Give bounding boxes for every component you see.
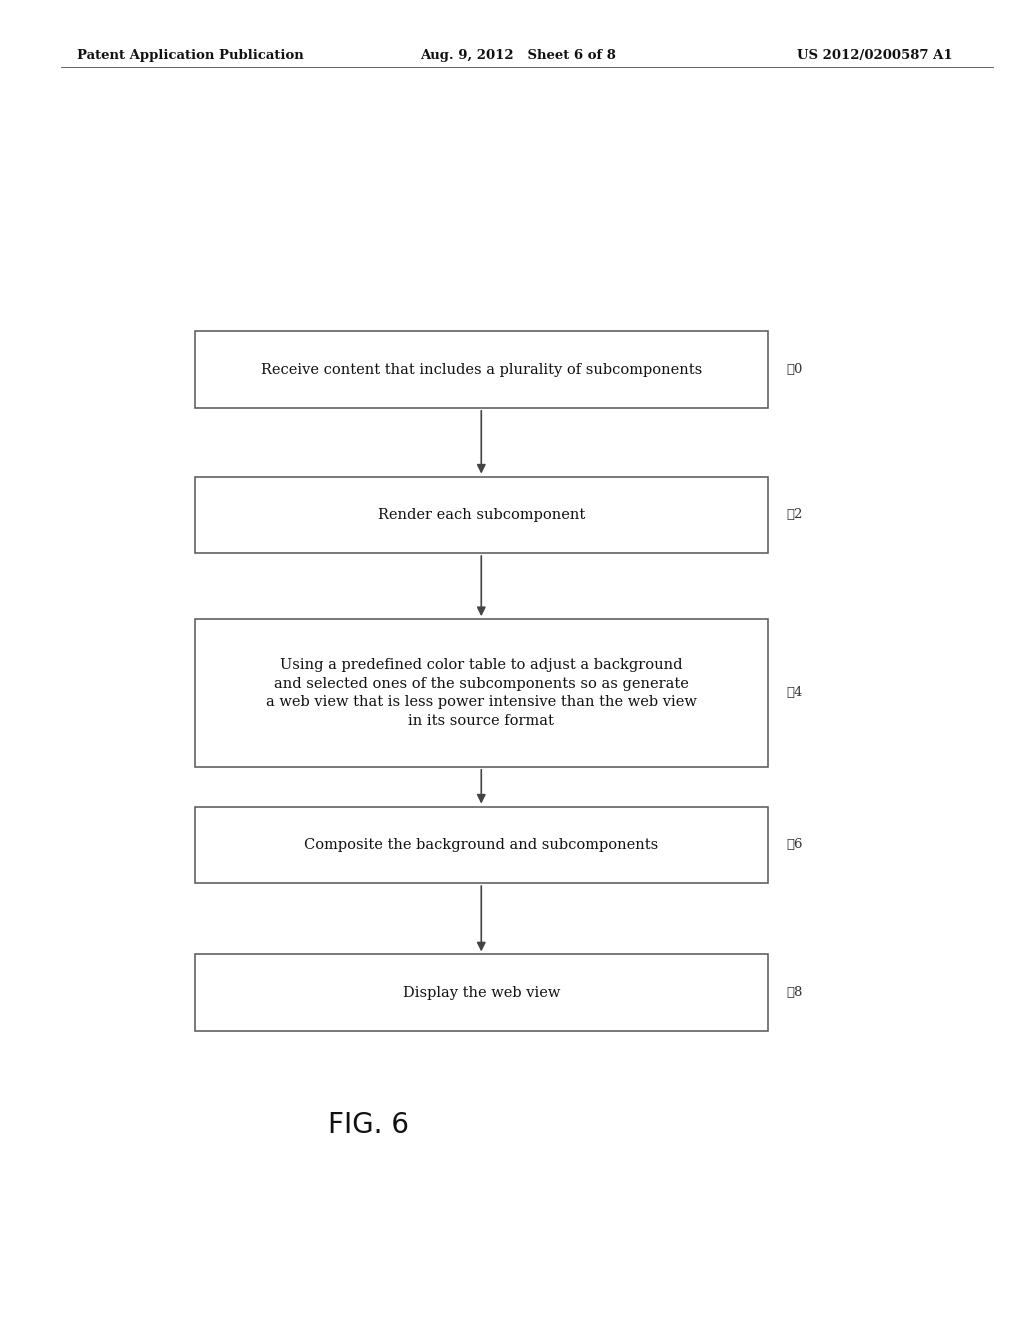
Text: Display the web view: Display the web view <box>402 986 560 999</box>
Bar <box>195 331 768 408</box>
Text: 繠6: 繠6 <box>786 838 803 851</box>
Text: Patent Application Publication: Patent Application Publication <box>77 49 303 62</box>
Text: 繠2: 繠2 <box>786 508 803 521</box>
Text: 繠0: 繠0 <box>786 363 803 376</box>
Bar <box>195 954 768 1031</box>
Text: Aug. 9, 2012   Sheet 6 of 8: Aug. 9, 2012 Sheet 6 of 8 <box>420 49 615 62</box>
Text: US 2012/0200587 A1: US 2012/0200587 A1 <box>797 49 952 62</box>
Text: Render each subcomponent: Render each subcomponent <box>378 508 585 521</box>
Text: 繠4: 繠4 <box>786 686 803 700</box>
Bar <box>195 807 768 883</box>
Bar <box>195 619 768 767</box>
Bar <box>195 477 768 553</box>
Text: FIG. 6: FIG. 6 <box>328 1110 410 1139</box>
Text: Composite the background and subcomponents: Composite the background and subcomponen… <box>304 838 658 851</box>
Text: 繠8: 繠8 <box>786 986 803 999</box>
Text: Using a predefined color table to adjust a background
and selected ones of the s: Using a predefined color table to adjust… <box>266 659 696 727</box>
Text: Receive content that includes a plurality of subcomponents: Receive content that includes a pluralit… <box>261 363 701 376</box>
